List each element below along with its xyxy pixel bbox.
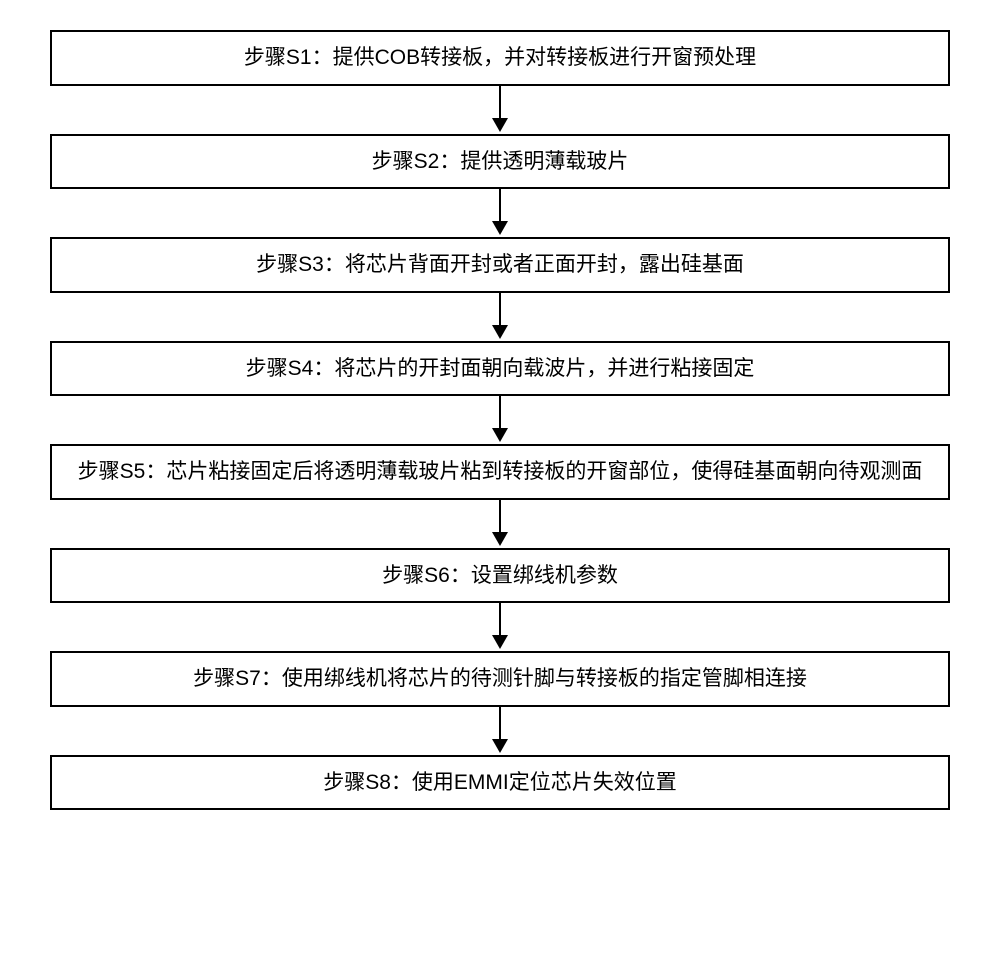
step-s8-text: 步骤S8：使用EMMI定位芯片失效位置 (323, 771, 677, 794)
step-s7-text: 步骤S7：使用绑线机将芯片的待测针脚与转接板的指定管脚相连接 (193, 667, 807, 690)
step-s4-text: 步骤S4：将芯片的开封面朝向载波片，并进行粘接固定 (246, 357, 755, 380)
step-s8: 步骤S8：使用EMMI定位芯片失效位置 (50, 755, 950, 811)
step-s5: 步骤S5：芯片粘接固定后将透明薄载玻片粘到转接板的开窗部位，使得硅基面朝向待观测… (50, 444, 950, 500)
step-s5-text: 步骤S5：芯片粘接固定后将透明薄载玻片粘到转接板的开窗部位，使得硅基面朝向待观测… (78, 460, 923, 483)
flowchart-container: 步骤S1：提供COB转接板，并对转接板进行开窗预处理 步骤S2：提供透明薄载玻片… (50, 30, 950, 810)
arrow-4 (488, 396, 512, 444)
step-s1: 步骤S1：提供COB转接板，并对转接板进行开窗预处理 (50, 30, 950, 86)
step-s7: 步骤S7：使用绑线机将芯片的待测针脚与转接板的指定管脚相连接 (50, 651, 950, 707)
arrow-6 (488, 603, 512, 651)
step-s3: 步骤S3：将芯片背面开封或者正面开封，露出硅基面 (50, 237, 950, 293)
step-s4: 步骤S4：将芯片的开封面朝向载波片，并进行粘接固定 (50, 341, 950, 397)
arrow-7 (488, 707, 512, 755)
step-s2-text: 步骤S2：提供透明薄载玻片 (372, 150, 629, 173)
arrow-1 (488, 86, 512, 134)
step-s6: 步骤S6：设置绑线机参数 (50, 548, 950, 604)
step-s3-text: 步骤S3：将芯片背面开封或者正面开封，露出硅基面 (256, 253, 744, 276)
arrow-5 (488, 500, 512, 548)
arrow-3 (488, 293, 512, 341)
step-s1-text: 步骤S1：提供COB转接板，并对转接板进行开窗预处理 (244, 46, 756, 69)
arrow-2 (488, 189, 512, 237)
step-s6-text: 步骤S6：设置绑线机参数 (382, 564, 618, 587)
step-s2: 步骤S2：提供透明薄载玻片 (50, 134, 950, 190)
